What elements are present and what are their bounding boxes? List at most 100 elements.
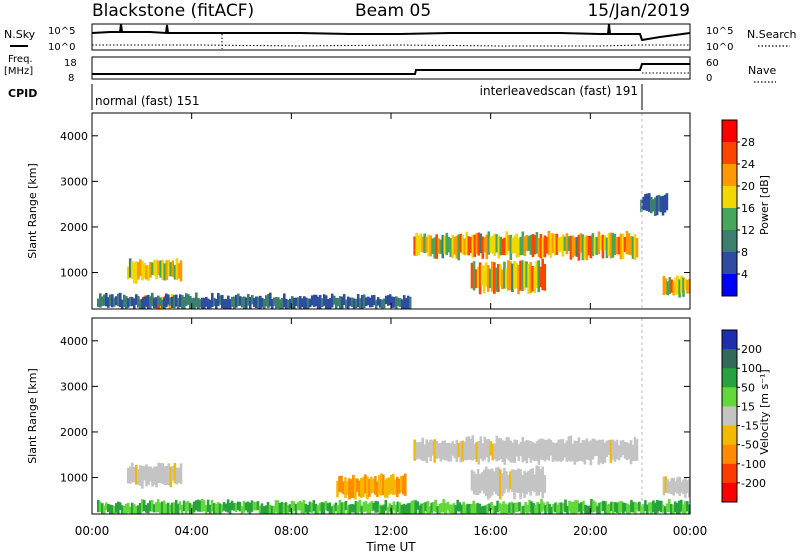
velocity-echo-cell: [468, 504, 471, 514]
power-echo-cell: [318, 295, 322, 309]
velocity-echo-cell: [292, 501, 296, 511]
power-echo-cell: [360, 295, 364, 309]
velocity-colorbar-tick-label: -50: [741, 439, 759, 452]
power-echo-cell: [607, 233, 611, 256]
nsky-strip: N.Sky 10^5 10^0 10^5 10^0 N.Search: [4, 23, 797, 53]
velocity-echo-cell: [676, 502, 679, 514]
velocity-echo-cell: [447, 442, 451, 462]
freq-trace: [92, 63, 690, 75]
velocity-echo-cell: [354, 501, 358, 514]
power-echo-cell: [415, 232, 418, 257]
power-echo-cell: [525, 261, 528, 288]
velocity-echo-cell: [390, 475, 393, 494]
power-echo-cell: [265, 295, 268, 307]
velocity-echo-cell: [565, 440, 569, 462]
velocity-echo-cell: [484, 505, 487, 514]
velocity-echo-cell: [414, 500, 418, 514]
velocity-echo-cell: [433, 439, 436, 463]
power-colorbar-swatch: [722, 120, 737, 143]
power-echo-cell: [545, 236, 549, 254]
velocity-echo-cell: [500, 504, 503, 514]
velocity-echo-cell: [476, 503, 479, 514]
time-tick-label: 20:00: [573, 524, 608, 538]
power-echo-cell: [145, 265, 148, 280]
power-echo-cell: [402, 295, 406, 309]
power-echo-cell: [362, 294, 366, 309]
velocity-echo-cell: [558, 502, 561, 514]
power-echo-cell: [664, 278, 668, 295]
velocity-echo-cell: [457, 442, 461, 458]
velocity-echo-cell: [194, 500, 198, 511]
velocity-echo-cell: [658, 500, 661, 511]
velocity-echo-cell: [547, 438, 551, 461]
velocity-echo-cell: [280, 501, 284, 514]
power-echo-cell: [211, 292, 214, 308]
power-echo-cell: [169, 297, 172, 306]
velocity-echo-cell: [594, 502, 597, 512]
power-echo-cell: [609, 232, 613, 259]
time-tick-label: 00:00: [75, 524, 110, 538]
power-echo-cell: [235, 294, 238, 308]
velocity-echo-cell: [449, 443, 453, 462]
velocity-echo-cell: [364, 474, 367, 494]
velocity-echo-cell: [516, 502, 519, 512]
velocity-echo-cell: [362, 501, 366, 513]
velocity-echo-cell: [568, 500, 571, 512]
velocity-echo-cell: [147, 466, 150, 485]
power-echo-cell: [283, 293, 286, 308]
power-echo-cell: [105, 293, 108, 307]
velocity-echo-cell: [520, 506, 523, 514]
velocity-echo-cell: [515, 439, 519, 457]
velocity-echo-cell: [589, 440, 593, 466]
power-echo-cell: [521, 260, 524, 291]
velocity-echo-cell: [570, 501, 573, 514]
power-echo-cell: [336, 297, 340, 307]
velocity-echo-cell: [137, 469, 140, 485]
power-echo-cell: [297, 297, 300, 308]
power-echo-cell: [595, 237, 599, 255]
velocity-echo-cell: [474, 504, 477, 514]
velocity-echo-cell: [146, 503, 150, 514]
velocity-echo-cell: [423, 444, 426, 461]
velocity-echo-cell: [368, 478, 371, 497]
velocity-echo-cell: [284, 502, 288, 514]
velocity-echo-cell: [200, 498, 204, 512]
power-echo-cell: [231, 296, 234, 307]
power-echo-cell: [497, 264, 500, 293]
velocity-echo-cell: [494, 505, 497, 514]
velocity-echo-cell: [458, 502, 461, 512]
velocity-echo-cell: [136, 505, 140, 514]
nsky-tick-top: 10^5: [48, 26, 75, 37]
velocity-colorbar-swatch: [722, 425, 737, 446]
power-echo-cell: [117, 293, 120, 307]
power-echo-cell: [326, 299, 330, 309]
power-echo-cell: [161, 259, 164, 280]
time-tick-label: 00:00: [673, 524, 708, 538]
power-echo-cell: [662, 276, 666, 295]
velocity-echo-cell: [612, 501, 615, 514]
velocity-echo-cell: [621, 440, 625, 456]
power-echo-cell: [348, 297, 352, 307]
velocity-echo-cell: [173, 463, 177, 484]
velocity-echo-cell: [410, 500, 414, 514]
power-echo-cell: [507, 235, 511, 252]
velocity-echo-cell: [582, 500, 585, 512]
velocity-echo-cell: [511, 469, 514, 492]
velocity-echo-cell: [216, 502, 220, 514]
power-echo-cell: [646, 193, 649, 211]
velocity-echo-cell: [165, 465, 169, 485]
velocity-echo-cell: [474, 474, 478, 495]
velocity-echo-cell: [432, 502, 435, 512]
velocity-echo-cell: [506, 504, 509, 514]
velocity-echo-cell: [420, 503, 423, 514]
power-echo-cell: [153, 259, 156, 276]
velocity-echo-cell: [593, 439, 597, 457]
velocity-echo-cell: [425, 439, 428, 463]
power-echo-cell: [470, 262, 474, 289]
velocity-echo-cell: [566, 505, 569, 514]
power-echo-cell: [469, 237, 473, 253]
power-echoes: [97, 193, 691, 309]
velocity-echo-cell: [503, 467, 506, 494]
velocity-echo-cell: [666, 479, 670, 493]
power-echo-cell: [431, 238, 434, 255]
